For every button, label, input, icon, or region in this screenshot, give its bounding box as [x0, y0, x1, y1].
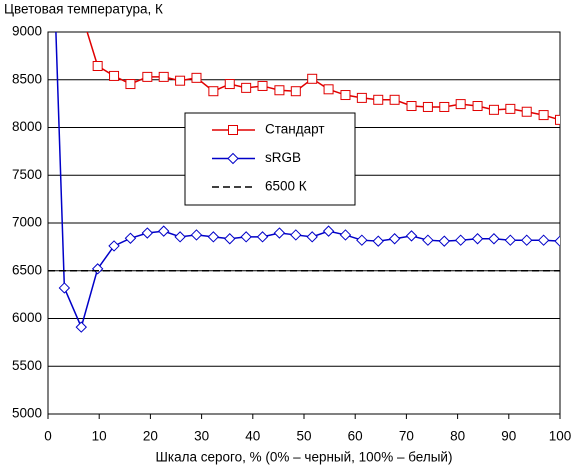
marker — [224, 233, 236, 245]
marker — [488, 104, 499, 115]
marker — [224, 79, 235, 90]
marker — [257, 80, 268, 91]
marker — [454, 234, 467, 246]
x-tick-label: 50 — [296, 429, 311, 444]
marker — [340, 90, 351, 101]
marker — [191, 72, 202, 83]
marker — [555, 114, 560, 125]
legend-label: 6500 К — [265, 179, 307, 194]
marker — [174, 231, 186, 243]
marker — [125, 79, 136, 90]
marker — [373, 94, 384, 105]
marker — [228, 125, 238, 135]
marker — [488, 233, 500, 245]
marker — [405, 230, 418, 242]
marker — [505, 103, 516, 114]
marker — [438, 235, 450, 247]
marker — [323, 84, 334, 95]
y-tick-label: 6000 — [12, 310, 42, 325]
marker — [290, 229, 302, 241]
marker — [422, 101, 433, 112]
marker — [92, 60, 103, 71]
marker — [75, 321, 87, 333]
marker — [240, 231, 252, 243]
y-tick-label: 7500 — [12, 167, 42, 182]
x-tick-label: 10 — [92, 429, 107, 444]
legend-label: sRGB — [265, 150, 301, 165]
marker — [422, 234, 434, 246]
marker — [339, 229, 352, 241]
x-tick-label: 30 — [194, 429, 209, 444]
marker — [388, 233, 401, 245]
x-tick-label: 20 — [143, 429, 158, 444]
marker — [108, 240, 120, 252]
marker — [158, 71, 169, 82]
marker — [142, 71, 153, 82]
marker — [504, 234, 517, 246]
marker — [306, 231, 318, 243]
marker — [322, 225, 335, 237]
y-tick-label: 9000 — [12, 24, 42, 39]
x-tick-label: 70 — [399, 429, 414, 444]
marker — [472, 101, 483, 112]
marker — [274, 85, 285, 96]
marker — [273, 227, 286, 239]
marker — [256, 231, 269, 243]
x-tick-label: 100 — [549, 429, 572, 444]
chart-title: Цветовая температура, К — [4, 2, 163, 17]
y-tick-label: 5500 — [12, 358, 42, 373]
y-tick-label: 5000 — [12, 406, 42, 421]
marker — [175, 75, 186, 86]
x-tick-label: 40 — [245, 429, 260, 444]
y-tick-label: 8000 — [12, 119, 42, 134]
marker — [455, 99, 466, 110]
legend-label: Стандарт — [265, 122, 325, 137]
x-tick-label: 90 — [501, 429, 516, 444]
x-tick-label: 60 — [348, 429, 363, 444]
x-tick-label: 80 — [450, 429, 465, 444]
marker — [356, 234, 368, 246]
y-tick-label: 8500 — [12, 71, 42, 86]
marker — [439, 101, 450, 112]
marker — [372, 235, 384, 247]
marker — [208, 86, 219, 97]
marker — [141, 227, 154, 239]
marker — [158, 225, 170, 237]
marker — [190, 229, 203, 241]
marker — [389, 94, 400, 105]
marker — [521, 106, 532, 117]
y-tick-label: 6500 — [12, 262, 42, 277]
marker — [521, 234, 533, 246]
marker — [124, 232, 137, 244]
marker — [406, 101, 417, 112]
plot-area — [48, 32, 560, 333]
marker — [290, 86, 301, 97]
marker — [356, 92, 367, 103]
x-tick-label: 0 — [44, 429, 52, 444]
marker — [58, 282, 71, 294]
marker — [227, 152, 239, 165]
y-tick-label: 7000 — [12, 215, 42, 230]
marker — [537, 234, 550, 246]
x-axis-label: Шкала серого, % (0% – черный, 100% – бел… — [156, 450, 453, 465]
marker — [538, 110, 549, 121]
marker — [241, 82, 252, 93]
plot-border — [47, 31, 561, 415]
marker — [307, 73, 318, 84]
marker — [471, 233, 484, 245]
marker — [554, 235, 560, 247]
marker — [109, 70, 120, 81]
marker — [207, 231, 220, 243]
